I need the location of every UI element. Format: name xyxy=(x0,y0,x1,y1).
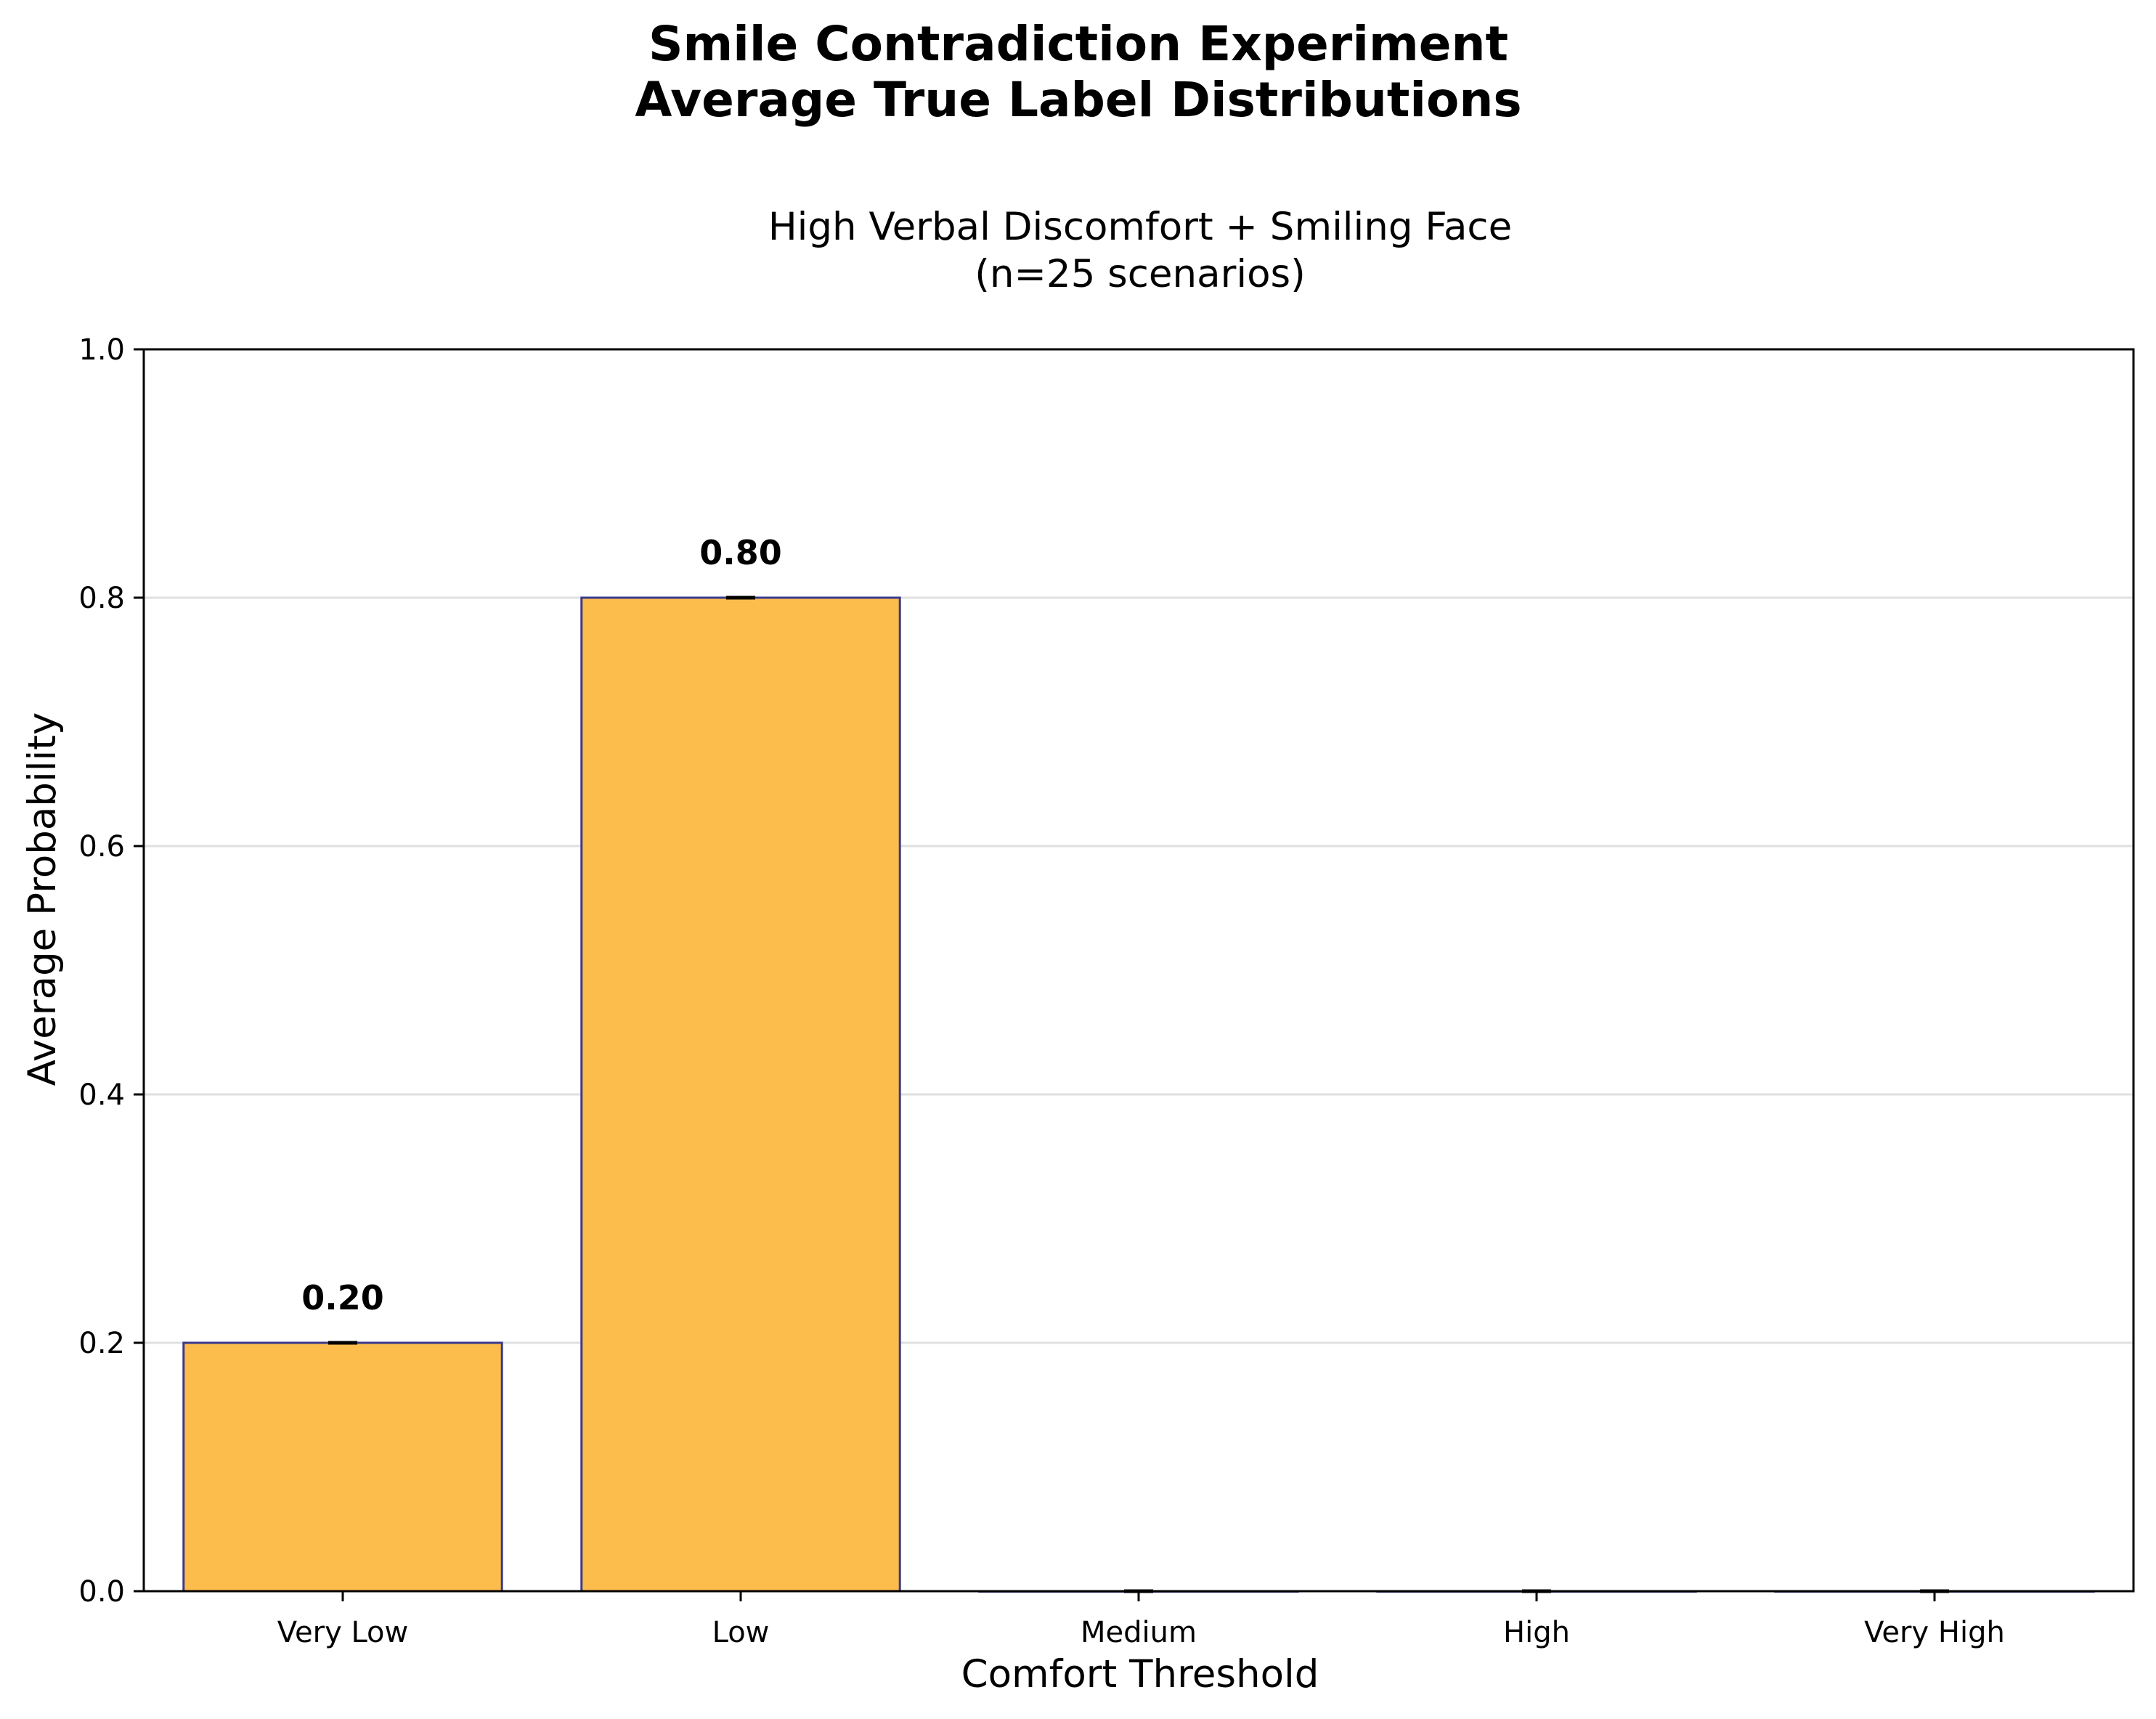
y-tick-label-4: 0.8 xyxy=(78,582,125,615)
x-tick-label-1: Low xyxy=(712,1616,770,1649)
chart-title: Smile Contradiction Experiment Average Tr… xyxy=(635,16,1521,128)
y-tick-label-1: 0.2 xyxy=(78,1327,125,1360)
y-axis-label: Average Probability xyxy=(20,712,65,1086)
bar-1 xyxy=(580,596,901,1593)
y-tick-label-2: 0.4 xyxy=(78,1078,125,1112)
axes-frame xyxy=(142,348,2135,1593)
x-tick-label-0: Very Low xyxy=(277,1616,408,1649)
data-label-0: 0.20 xyxy=(301,1278,384,1317)
y-tick-label-3: 0.6 xyxy=(78,830,125,863)
chart-subtitle: High Verbal Discomfort + Smiling Face (n=… xyxy=(768,205,1512,296)
x-tick-label-2: Medium xyxy=(1081,1616,1197,1649)
x-axis-label: Comfort Threshold xyxy=(961,1652,1319,1696)
data-label-1: 0.80 xyxy=(699,533,782,572)
y-tick-label-0: 0.0 xyxy=(78,1575,125,1609)
y-tick-label-5: 1.0 xyxy=(78,333,125,367)
x-tick-label-4: Very High xyxy=(1864,1616,2005,1649)
bar-0 xyxy=(182,1341,503,1593)
x-tick-label-3: High xyxy=(1503,1616,1570,1649)
plot-area: 0.20 Very Low 0.80 Low Medium High Very High 0.… xyxy=(78,333,2135,1649)
